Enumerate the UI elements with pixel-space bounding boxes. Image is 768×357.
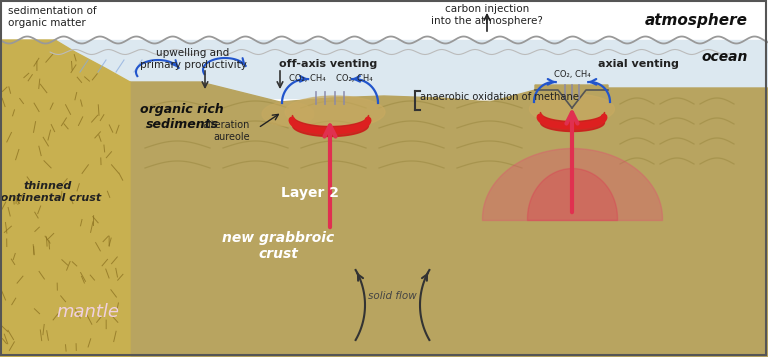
Text: ocean: ocean [702,50,748,64]
Text: upwelling and
primary productivity: upwelling and primary productivity [140,48,247,70]
Text: carbon injection
into the atmosphere?: carbon injection into the atmosphere? [431,4,543,26]
Text: alteration
aureole: alteration aureole [203,120,250,142]
Text: thinned
continental crust: thinned continental crust [0,181,101,203]
Polygon shape [0,40,130,357]
Text: axial venting: axial venting [598,59,678,69]
Ellipse shape [529,94,614,124]
Text: Layer 2: Layer 2 [281,186,339,200]
Bar [0,40,768,98]
Text: CO₂, CH₄: CO₂, CH₄ [289,75,326,84]
Text: mantle: mantle [57,303,120,321]
Text: off-axis venting: off-axis venting [279,59,377,69]
Text: atmosphere: atmosphere [645,12,748,27]
Text: CO₂, CH₄: CO₂, CH₄ [554,70,591,79]
Bar [0,0,768,40]
Polygon shape [0,245,768,357]
Polygon shape [130,82,768,357]
Polygon shape [535,85,608,108]
Ellipse shape [262,102,314,126]
Polygon shape [0,200,768,357]
Ellipse shape [285,96,385,128]
Text: solid flow: solid flow [368,291,416,301]
Text: organic rich
sediments: organic rich sediments [141,103,223,131]
Text: anaerobic oxidation of methane: anaerobic oxidation of methane [420,92,579,102]
Text: sedimentation of
organic matter: sedimentation of organic matter [8,6,97,27]
Polygon shape [130,174,768,357]
Text: CO₂, CH₄: CO₂, CH₄ [336,75,372,84]
Text: new grabbroic
crust: new grabbroic crust [222,231,334,261]
